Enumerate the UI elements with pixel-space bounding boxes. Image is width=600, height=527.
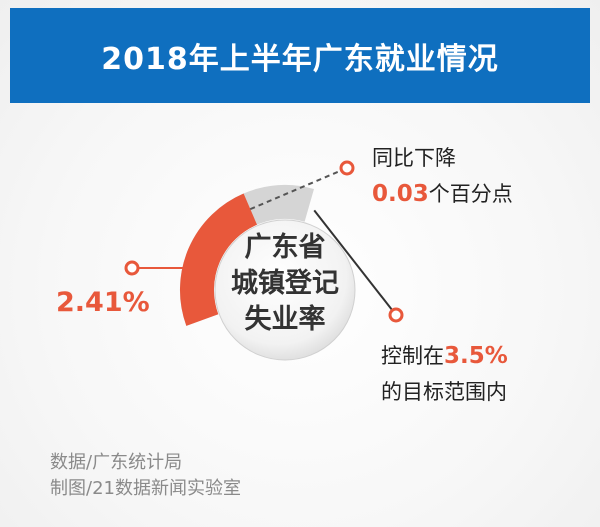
center-label: 广东省 城镇登记 失业率: [210, 230, 360, 338]
target-marker: [388, 307, 404, 323]
value-marker: [124, 260, 140, 276]
target-prefix: 控制在: [381, 344, 444, 368]
change-annotation: 同比下降 0.03个百分点: [372, 140, 513, 212]
target-annotation: 控制在3.5% 的目标范围内: [381, 338, 508, 410]
target-value: 3.5%: [444, 343, 508, 369]
change-marker: [339, 160, 355, 176]
chart-credit: 制图/21数据新闻实验室: [50, 478, 241, 499]
center-disc: [214, 219, 356, 361]
center-label-line: 城镇登记: [231, 268, 339, 299]
center-label-line: 广东省: [244, 232, 326, 263]
change-text: 同比下降: [372, 146, 456, 170]
value-label: 2.41%: [56, 287, 150, 318]
change-unit: 个百分点: [428, 182, 513, 206]
target-leader-line: [313, 209, 397, 316]
source-note: 数据/广东统计局 制图/21数据新闻实验室: [50, 450, 241, 502]
change-value: 0.03: [372, 181, 429, 207]
data-source: 数据/广东统计局: [50, 452, 183, 473]
title-bar: 2018年上半年广东就业情况: [10, 8, 590, 103]
value-arc: [179, 193, 258, 326]
center-label-line: 失业率: [244, 304, 326, 335]
chart-title: 2018年上半年广东就业情况: [101, 41, 499, 77]
target-suffix: 的目标范围内: [381, 380, 507, 404]
